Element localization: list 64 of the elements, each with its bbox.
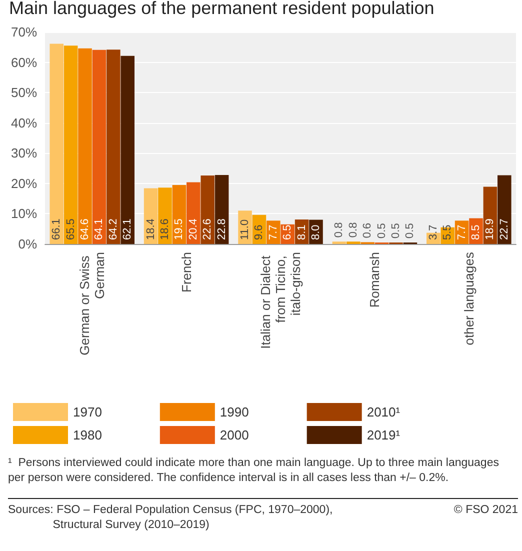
bar: [200, 176, 215, 244]
text: 64.2: [107, 218, 120, 240]
text: 22.8: [216, 218, 228, 240]
y-tick-label: 30%: [10, 146, 38, 161]
x-tick-label: Romansh: [367, 252, 382, 308]
y-tick-label: 10%: [10, 206, 38, 222]
text: 0.8: [333, 222, 346, 238]
x-tick-label: Italian or Dialect from Ticino, italo-grison: [258, 252, 304, 349]
text: 8.0: [310, 224, 322, 240]
y-tick-label: 70%: [10, 24, 38, 40]
text: 18.4: [144, 218, 157, 240]
chart-title: Main languages of the permanent resident population: [9, 0, 434, 18]
source-note: Sources: FSO – Federal Population Census (FPC, 1970–2000), Structural Survey (2010–2019): [8, 503, 333, 533]
y-tick-label: 60%: [10, 54, 38, 70]
x-tick-label: German or Swiss German: [77, 252, 108, 356]
text: 8.5: [470, 224, 482, 240]
bar: [158, 188, 172, 244]
legend-label: 2000: [220, 428, 249, 442]
text: 11.0: [239, 219, 252, 240]
text: 18.6: [159, 218, 172, 240]
text: 0.5: [404, 223, 416, 238]
text: 9.6: [253, 224, 266, 240]
text: ¹ Persons interviewed could indicate more than one main language. Up to three main languages per person were considered. The confidence interval is in all cases less than +/– 0.2%.: [8, 456, 500, 486]
text: 0.6: [362, 222, 374, 238]
legend-label: 1970: [73, 404, 102, 420]
text: 0.5: [376, 223, 388, 238]
bar: [50, 44, 64, 244]
text: 7.7: [456, 224, 468, 240]
bar: [64, 46, 78, 244]
y-tick-label: 50%: [10, 85, 38, 100]
text: 0.5: [390, 223, 402, 238]
y-tick-label: 20%: [10, 176, 38, 191]
y-tick-label: 0%: [18, 236, 38, 252]
bar: [266, 220, 280, 244]
text: 3.7: [427, 224, 440, 240]
bar: [78, 48, 92, 244]
text: 6.5: [282, 224, 294, 240]
text: 64.1: [93, 218, 106, 240]
bar: [92, 50, 106, 244]
legend-label: 1990: [220, 404, 249, 420]
text: 22.6: [202, 218, 214, 240]
text: 64.6: [79, 218, 92, 240]
x-tick-label: other languages: [461, 252, 476, 346]
bar: [186, 182, 200, 244]
x-tick-label: French: [178, 252, 194, 292]
legend-label: 1980: [73, 428, 102, 442]
text: © FSO 2021: [454, 503, 518, 518]
text: 20.4: [187, 218, 200, 240]
text: 19.5: [173, 218, 186, 240]
text: 5.5: [442, 224, 454, 240]
bar: [120, 56, 135, 244]
text: 65.5: [64, 218, 77, 240]
text: 8.1: [296, 224, 308, 240]
text: 62.1: [122, 218, 134, 240]
bar: [498, 175, 512, 244]
y-tick-label: 40%: [10, 115, 38, 130]
text: 18.9: [484, 218, 496, 240]
text: 0.8: [347, 222, 360, 238]
text: 7.7: [267, 224, 280, 240]
legend-label: 2019¹: [366, 428, 401, 442]
bar: [106, 50, 120, 244]
legend-label: 2010¹: [366, 404, 401, 420]
text: 66.1: [50, 218, 63, 240]
text: 22.7: [498, 218, 510, 240]
